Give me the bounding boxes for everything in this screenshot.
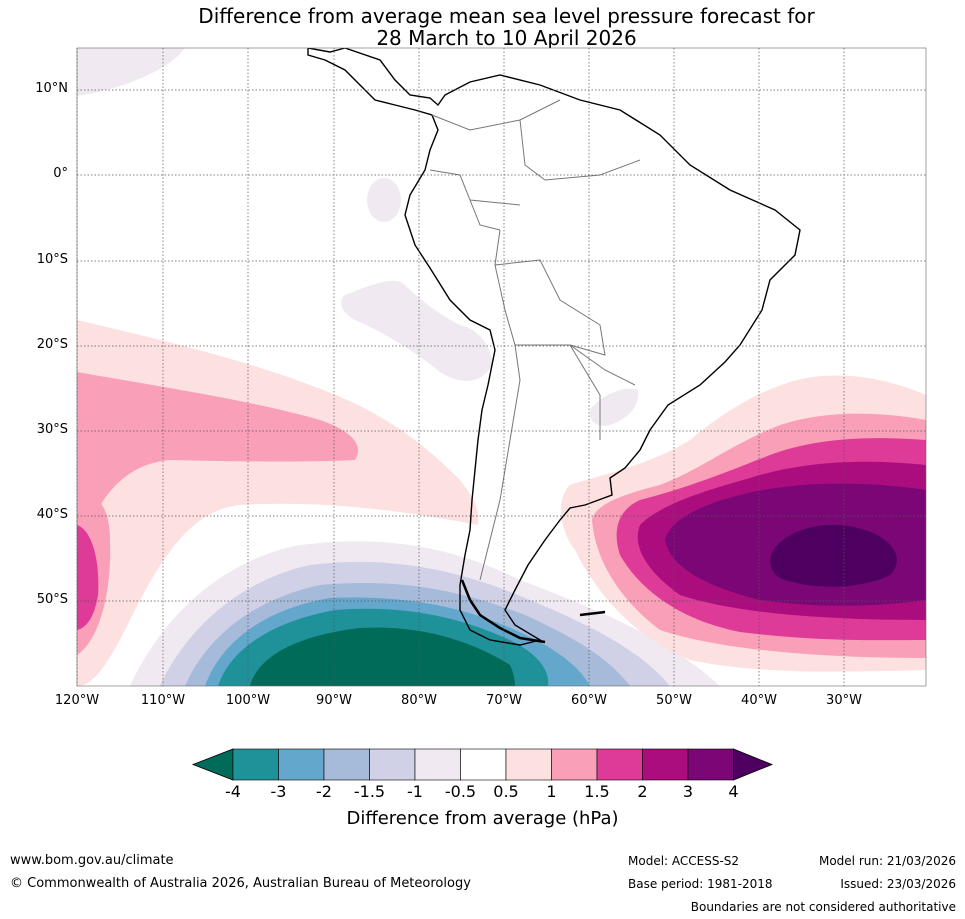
latitude-label: 50°S bbox=[36, 592, 68, 607]
colorbar-swatch bbox=[323, 748, 370, 781]
colorbar-tick-label: -0.5 bbox=[444, 782, 477, 801]
colorbar-label: Difference from average (hPa) bbox=[346, 808, 619, 829]
anomaly-area-s-neg6 bbox=[250, 627, 515, 686]
colorbar-tick-label: 1 bbox=[546, 782, 557, 801]
colorbar-swatch bbox=[642, 748, 689, 781]
longitude-label: 30°W bbox=[826, 693, 862, 708]
graticule bbox=[76, 48, 926, 686]
colorbar bbox=[191, 748, 774, 781]
map-title-line2: 28 March to 10 April 2026 bbox=[376, 26, 637, 50]
copyright-text: © Commonwealth of Australia 2026, Austra… bbox=[10, 876, 471, 891]
latitude-label: 10°N bbox=[35, 81, 68, 96]
colorbar-tick-label: 1.5 bbox=[584, 782, 610, 801]
anomaly-area-central-pacific bbox=[341, 280, 493, 382]
anomaly-area-se-pacific-pos2 bbox=[77, 372, 359, 560]
longitude-label: 60°W bbox=[571, 693, 607, 708]
model-name: Model: ACCESS-S2 bbox=[628, 854, 740, 868]
latitude-label: 10°S bbox=[36, 252, 68, 267]
boundaries-disclaimer: Boundaries are not considered authoritat… bbox=[690, 900, 956, 914]
anomaly-area-nw bbox=[77, 48, 185, 96]
colorbar-swatch bbox=[232, 748, 279, 781]
longitude-label: 50°W bbox=[656, 693, 692, 708]
tierra-del-fuego-islands bbox=[460, 579, 606, 644]
anomaly-area-eq-pacific bbox=[367, 178, 401, 222]
colorbar-tick-label: -3 bbox=[270, 782, 287, 801]
longitude-label: 120°W bbox=[54, 693, 100, 708]
colorbar-high-extend bbox=[733, 748, 774, 781]
colorbar-swatch bbox=[414, 748, 461, 781]
latitude-label: 40°S bbox=[36, 507, 68, 522]
latitude-label: 0° bbox=[53, 166, 68, 181]
colorbar-swatch bbox=[687, 748, 734, 781]
colorbar-swatch bbox=[278, 748, 325, 781]
colorbar-tick-label: 3 bbox=[682, 782, 694, 801]
longitude-label: 40°W bbox=[741, 693, 777, 708]
longitude-label: 90°W bbox=[316, 693, 352, 708]
colorbar-tick-label: 2 bbox=[637, 782, 648, 801]
south-america-coastline bbox=[307, 48, 801, 646]
colorbar-tick-label: -4 bbox=[225, 782, 241, 801]
colorbar-swatch bbox=[369, 748, 416, 781]
issued-date: Issued: 23/03/2026 bbox=[840, 877, 956, 891]
base-period: Base period: 1981-2018 bbox=[628, 877, 773, 891]
forecast-map bbox=[76, 47, 927, 687]
anomaly-area-uruguay bbox=[589, 388, 639, 426]
colorbar-tick-label: -2 bbox=[316, 782, 332, 801]
latitude-label: 30°S bbox=[36, 422, 68, 437]
colorbar-swatch bbox=[460, 748, 507, 781]
colorbar-swatch bbox=[596, 748, 643, 781]
map-title-line1: Difference from average mean sea level p… bbox=[198, 4, 815, 28]
model-run-date: Model run: 21/03/2026 bbox=[818, 854, 956, 868]
colorbar-tick-label: -1.5 bbox=[353, 782, 386, 801]
colorbar-swatch bbox=[551, 748, 598, 781]
colorbar-swatch bbox=[505, 748, 552, 781]
colorbar-low-extend bbox=[191, 748, 234, 781]
latitude-label: 20°S bbox=[36, 337, 68, 352]
longitude-label: 80°W bbox=[401, 693, 437, 708]
longitude-label: 70°W bbox=[486, 693, 522, 708]
website-link[interactable]: www.bom.gov.au/climate bbox=[10, 853, 174, 868]
colorbar-tick-label: 0.5 bbox=[493, 782, 519, 801]
longitude-label: 100°W bbox=[225, 693, 271, 708]
anomaly-area-s-atl-pos6 bbox=[770, 524, 897, 587]
colorbar-tick-label: 4 bbox=[728, 782, 739, 801]
colorbar-tick-label: -1 bbox=[407, 782, 423, 801]
anomaly-area-w-pos4 bbox=[77, 525, 99, 630]
longitude-label: 110°W bbox=[140, 693, 186, 708]
